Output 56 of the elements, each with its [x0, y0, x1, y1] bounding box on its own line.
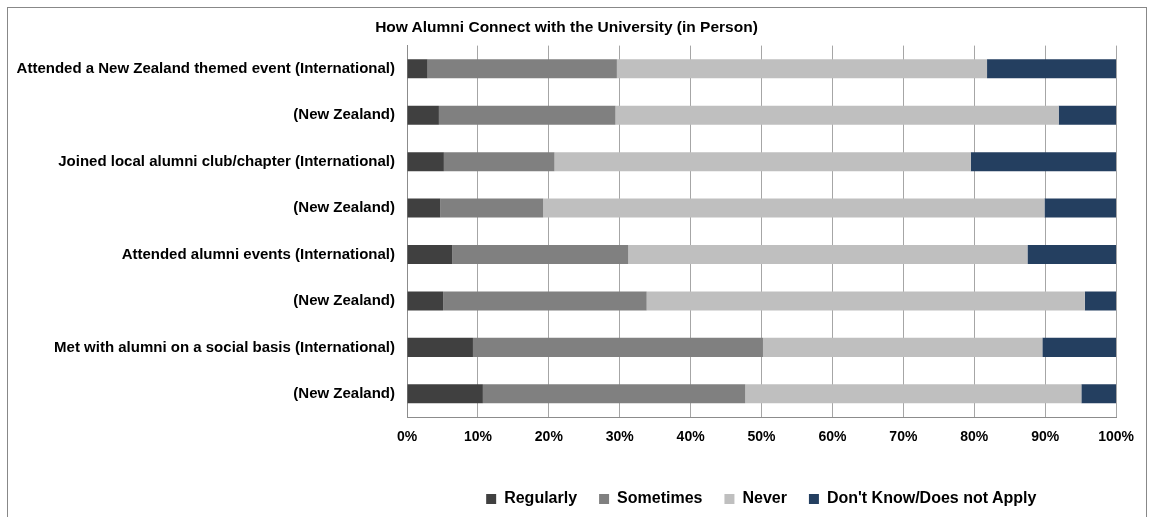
y-tick-label: (New Zealand) — [293, 291, 395, 309]
bar — [1027, 245, 1117, 265]
bar — [452, 245, 629, 265]
y-tick-label: (New Zealand) — [293, 105, 395, 123]
bar — [482, 384, 746, 404]
y-tick-label: (New Zealand) — [293, 383, 395, 401]
bar — [554, 152, 971, 172]
legend-label: Sometimes — [617, 489, 703, 507]
bar — [472, 337, 763, 357]
bar — [407, 198, 441, 218]
x-tick-label: 30% — [605, 428, 635, 445]
bar — [543, 198, 1045, 218]
bar — [646, 291, 1085, 311]
bar — [407, 291, 444, 311]
y-tick-label: Attended a New Zealand themed event (International) — [16, 58, 395, 76]
bar — [443, 291, 647, 311]
x-tick-label: 40% — [676, 428, 706, 445]
bar — [616, 59, 988, 79]
bar — [407, 245, 453, 265]
y-tick-label: Joined local alumni club/chapter (International) — [58, 151, 395, 169]
bar — [1044, 198, 1117, 218]
y-tick-label: (New Zealand) — [293, 198, 395, 216]
bar — [440, 198, 544, 218]
bar — [1042, 337, 1117, 357]
bar — [1081, 384, 1117, 404]
bar — [762, 337, 1043, 357]
bar — [970, 152, 1117, 172]
bar — [628, 245, 1028, 265]
bar — [443, 152, 555, 172]
x-tick-label: 80% — [960, 428, 989, 445]
x-tick-label: 0% — [396, 428, 418, 445]
bar — [1084, 291, 1117, 311]
x-tick-label: 90% — [1031, 428, 1060, 445]
bar — [745, 384, 1082, 404]
x-tick-label: 100% — [1098, 428, 1135, 445]
bar — [987, 59, 1117, 79]
y-tick-label: Met with alumni on a social basis (International) — [54, 337, 395, 355]
x-tick-label: 70% — [889, 428, 918, 445]
bar — [438, 105, 616, 125]
x-tick-label: 10% — [463, 428, 493, 445]
chart-title: How Alumni Connect with the University (in Person) — [375, 17, 758, 35]
bar — [1058, 105, 1117, 125]
bar — [427, 59, 617, 79]
bar — [407, 384, 483, 404]
bar — [407, 337, 473, 357]
x-tick-label: 20% — [534, 428, 564, 445]
x-tick-label: 50% — [747, 428, 777, 445]
x-tick-label: 60% — [818, 428, 848, 445]
legend-label: Don't Know/Does not Apply — [826, 489, 1037, 507]
bar — [407, 152, 444, 172]
y-tick-label: Attended alumni events (International) — [121, 244, 395, 262]
bar — [407, 59, 428, 79]
legend-label: Regularly — [504, 489, 578, 507]
bar — [615, 105, 1059, 125]
bar — [407, 105, 439, 125]
legend-label: Never — [742, 489, 787, 507]
